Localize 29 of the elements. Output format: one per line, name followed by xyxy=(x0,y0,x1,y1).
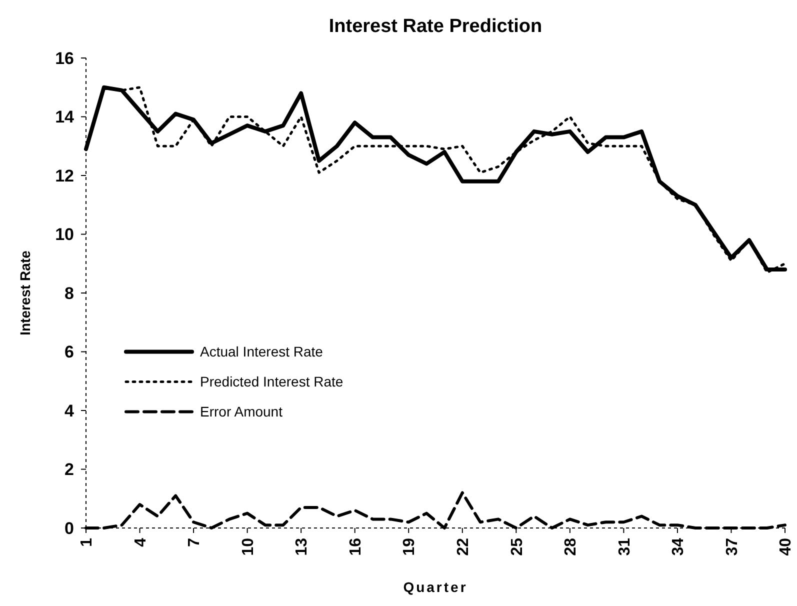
y-tick-label: 14 xyxy=(55,108,75,127)
x-tick-label: 25 xyxy=(508,538,526,556)
legend-label: Predicted Interest Rate xyxy=(200,374,344,390)
y-tick-label: 6 xyxy=(64,342,74,362)
y-tick-label: 16 xyxy=(55,48,74,68)
x-tick-label: 34 xyxy=(670,538,688,556)
x-tick-label: 22 xyxy=(454,538,472,556)
x-tick-label: 28 xyxy=(562,538,580,556)
x-tick-label: 1 xyxy=(78,538,96,547)
y-tick-label: 12 xyxy=(55,166,74,186)
x-tick-label: 16 xyxy=(347,538,364,556)
x-tick-label: 13 xyxy=(294,538,311,556)
x-axis-title: Quarter xyxy=(403,579,468,595)
legend-label: Error Amount xyxy=(200,404,283,420)
y-tick-label: 8 xyxy=(64,284,74,303)
legend-label: Actual Interest Rate xyxy=(200,344,324,360)
x-tick-label: 19 xyxy=(401,538,418,556)
x-tick-label: 10 xyxy=(240,538,257,556)
y-tick-label: 10 xyxy=(55,225,74,244)
x-tick-label: 4 xyxy=(132,538,150,547)
chart-title: Interest Rate Prediction xyxy=(328,16,542,37)
y-tick-label: 2 xyxy=(64,460,74,480)
x-tick-label: 31 xyxy=(616,538,634,556)
y-axis-title: Interest Rate xyxy=(17,250,33,336)
x-tick-label: 40 xyxy=(778,538,795,556)
x-tick-label: 37 xyxy=(724,538,741,556)
x-tick-label: 7 xyxy=(186,538,204,547)
y-tick-label: 0 xyxy=(64,518,74,538)
y-tick-label: 4 xyxy=(64,401,75,420)
